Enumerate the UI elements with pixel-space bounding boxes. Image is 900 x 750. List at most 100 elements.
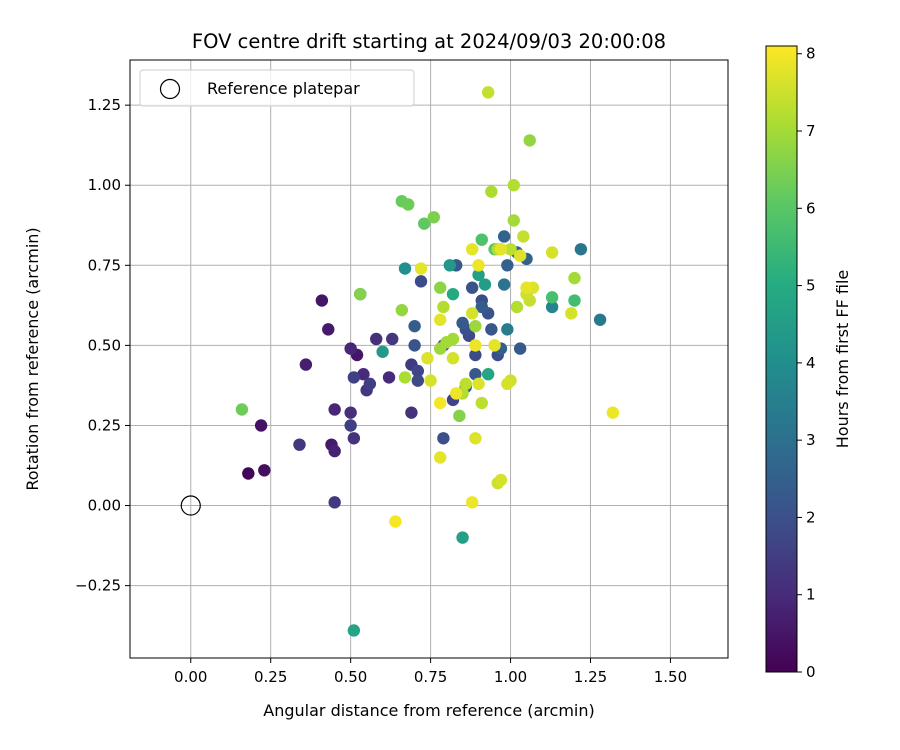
legend-reference-label: Reference platepar — [207, 79, 360, 98]
data-point — [494, 473, 508, 487]
data-point — [568, 294, 581, 307]
data-point — [344, 342, 357, 355]
data-point — [398, 371, 412, 384]
data-point — [488, 339, 501, 352]
x-tick-label: 0.75 — [414, 668, 447, 686]
data-point — [494, 243, 508, 256]
y-tick-label: 0.00 — [88, 497, 121, 515]
x-tick-label: 1.50 — [654, 668, 687, 686]
data-point — [414, 275, 428, 288]
colorbar: 0 1 2 3 4 5 6 7 8 Hours from first FF file — [765, 45, 852, 681]
data-point — [347, 432, 361, 445]
data-point — [456, 316, 469, 330]
x-axis-label: Angular distance from reference (arcmin) — [263, 701, 594, 720]
data-point — [414, 262, 428, 275]
data-point — [475, 233, 488, 246]
data-point — [497, 230, 511, 243]
data-point — [322, 323, 335, 336]
legend-reference-marker — [159, 78, 181, 100]
colorbar-tick-label: 4 — [806, 354, 816, 372]
legend-box — [139, 69, 415, 107]
data-point — [472, 377, 485, 391]
data-point — [507, 214, 520, 227]
data-point — [328, 496, 341, 509]
data-point — [475, 396, 488, 410]
data-point — [405, 406, 418, 419]
data-point — [235, 403, 249, 416]
data-point — [433, 396, 447, 410]
data-point — [354, 287, 367, 301]
data-point — [465, 243, 479, 256]
y-tick-label: 0.25 — [88, 416, 121, 434]
data-point — [469, 348, 482, 362]
data-point — [347, 624, 361, 637]
data-point — [485, 323, 498, 336]
data-point — [501, 323, 514, 336]
data-point — [545, 300, 559, 314]
data-point — [347, 371, 361, 384]
data-point — [545, 291, 559, 304]
data-point — [481, 86, 495, 99]
chart-title: FOV centre drift starting at 2024/09/03 … — [192, 30, 666, 53]
data-point — [344, 406, 357, 419]
data-point — [501, 377, 514, 391]
x-tick-label: 1.25 — [574, 668, 607, 686]
data-point — [469, 368, 482, 381]
reference-marker — [180, 495, 201, 516]
data-point — [497, 278, 511, 291]
data-point — [389, 515, 402, 528]
data-point — [485, 185, 498, 198]
data-point — [517, 230, 530, 243]
reference-layer — [180, 495, 201, 516]
data-point — [398, 262, 412, 275]
data-point — [357, 368, 370, 381]
data-point — [453, 409, 466, 423]
data-point — [501, 259, 514, 272]
data-point — [411, 364, 425, 378]
data-point — [523, 134, 536, 147]
data-point — [472, 268, 485, 282]
colorbar-tick-label: 0 — [806, 663, 816, 681]
data-point — [565, 307, 578, 320]
colorbar-tick-label: 8 — [806, 45, 816, 63]
data-point — [469, 339, 482, 352]
data-point — [315, 294, 329, 307]
colorbar-tick-label: 5 — [806, 277, 816, 295]
data-point — [446, 332, 460, 346]
colorbar-tick-label: 3 — [806, 431, 816, 449]
data-point — [408, 339, 421, 352]
data-point — [443, 259, 456, 272]
data-point — [472, 259, 485, 272]
data-point — [437, 432, 450, 445]
colorbar-tick-label: 6 — [806, 199, 816, 217]
data-points — [235, 86, 620, 637]
data-point — [606, 406, 620, 419]
data-point — [382, 371, 396, 384]
data-point — [465, 281, 479, 294]
data-point — [437, 300, 450, 314]
y-tick-label: 1.00 — [88, 176, 121, 194]
data-point — [456, 531, 469, 544]
data-point — [418, 217, 431, 230]
data-point — [421, 351, 434, 365]
data-point — [293, 438, 306, 451]
data-point — [507, 179, 520, 192]
data-point — [504, 243, 517, 256]
data-point — [254, 419, 268, 432]
colorbar-tick-label: 1 — [806, 586, 816, 604]
y-tick-label: 0.50 — [88, 336, 121, 354]
data-point — [433, 281, 447, 294]
data-point — [363, 377, 377, 391]
y-tick-label: −0.25 — [75, 577, 121, 595]
data-point — [545, 246, 559, 259]
data-point — [424, 374, 437, 387]
data-point — [386, 332, 399, 346]
data-point — [513, 249, 527, 262]
data-point — [593, 313, 607, 326]
data-point — [376, 345, 389, 358]
data-point — [475, 300, 488, 314]
data-point — [344, 419, 357, 432]
data-point — [449, 387, 463, 400]
data-point — [370, 332, 383, 346]
